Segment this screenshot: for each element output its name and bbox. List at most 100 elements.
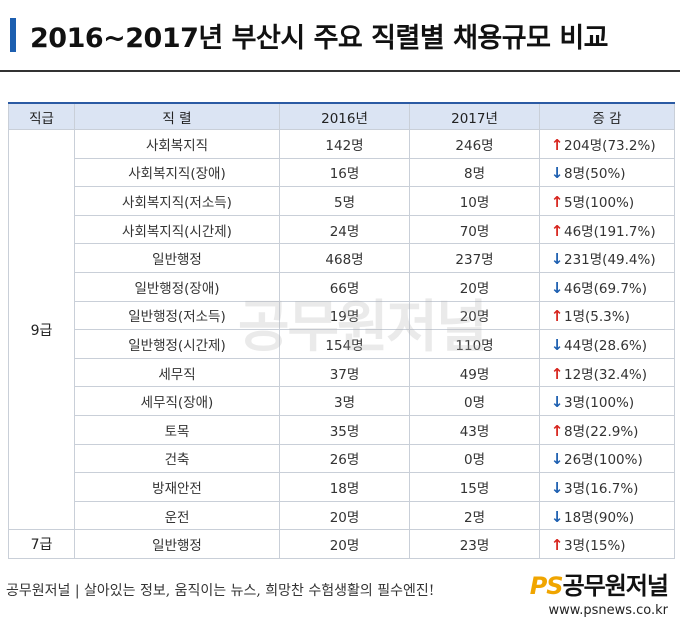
- title-bar: 2016~2017년 부산시 주요 직렬별 채용규모 비교: [0, 0, 680, 70]
- arrow-up-icon: ↑: [550, 421, 564, 440]
- change-cell: ↑204명(73.2%): [539, 129, 675, 159]
- footer: 공무원저널 | 살아있는 정보, 움직이는 뉴스, 희망찬 수험생활의 필수엔진…: [0, 560, 680, 634]
- footer-tagline: 공무원저널 | 살아있는 정보, 움직이는 뉴스, 희망찬 수험생활의 필수엔진…: [6, 583, 435, 599]
- value-2017-cell: 15명: [409, 472, 540, 502]
- table-row: 세무직(장애) 3명 0명 ↓3명(100%): [9, 386, 675, 416]
- value-2016-cell: 24명: [279, 214, 410, 245]
- arrow-up-icon: ↑: [550, 364, 564, 383]
- header-2016: 2016년: [279, 102, 410, 130]
- value-2016-cell: 20명: [279, 529, 410, 559]
- grade-cell: 9급: [8, 128, 75, 531]
- series-cell: 건축: [74, 443, 280, 474]
- change-value: 8명(50%): [564, 166, 626, 183]
- arrow-down-icon: ↓: [550, 393, 564, 412]
- table-row: 사회복지직(시간제) 24명 70명 ↑46명(191.7%): [9, 214, 675, 245]
- arrow-up-icon: ↑: [550, 135, 564, 154]
- value-2016-cell: 142명: [279, 129, 410, 159]
- change-cell: ↓3명(16.7%): [539, 472, 675, 502]
- change-cell: ↓3명(100%): [539, 386, 675, 416]
- value-2016-cell: 20명: [279, 500, 410, 531]
- change-cell: ↓8명(50%): [539, 157, 675, 188]
- value-2017-cell: 20명: [409, 271, 540, 302]
- change-value: 46명(69.7%): [564, 280, 648, 297]
- series-cell: 세무직(장애): [74, 386, 280, 416]
- value-2016-cell: 66명: [279, 271, 410, 302]
- change-value: 204명(73.2%): [564, 137, 656, 154]
- value-2016-cell: 19명: [279, 300, 410, 331]
- value-2017-cell: 43명: [409, 414, 540, 445]
- arrow-up-icon: ↑: [550, 536, 564, 555]
- value-2016-cell: 468명: [279, 243, 410, 273]
- value-2017-cell: 8명: [409, 157, 540, 188]
- change-value: 3명(15%): [564, 538, 626, 555]
- change-value: 12명(32.4%): [564, 366, 648, 383]
- value-2017-cell: 0명: [409, 386, 540, 416]
- series-cell: 사회복지직(장애): [74, 157, 280, 188]
- series-cell: 방재안전: [74, 472, 280, 502]
- recruitment-table: 직급 직 렬 2016년 2017년 증 감 9급 사회복지직 142명 246명 ↑2…: [8, 102, 675, 559]
- arrow-down-icon: ↓: [550, 164, 564, 183]
- value-2017-cell: 2명: [409, 500, 540, 531]
- table-row: 사회복지직(장애) 16명 8명 ↓8명(50%): [9, 157, 675, 188]
- table-row: 7급 일반행정 20명 23명 ↑3명(15%): [8, 529, 675, 559]
- change-cell: ↓46명(69.7%): [539, 271, 675, 302]
- title-accent-bar: [10, 18, 16, 52]
- table-header-row: 직급 직 렬 2016년 2017년 증 감: [8, 102, 675, 130]
- table-row: 일반행정(시간제) 154명 110명 ↓44명(28.6%): [9, 329, 675, 359]
- value-2017-cell: 246명: [409, 129, 540, 159]
- grade-cell: 7급: [8, 529, 75, 559]
- change-value: 3명(100%): [564, 395, 635, 412]
- value-2016-cell: 5명: [279, 186, 410, 216]
- series-cell: 사회복지직: [74, 129, 280, 159]
- series-cell: 일반행정: [74, 529, 280, 559]
- change-cell: ↓18명(90%): [539, 500, 675, 531]
- arrow-up-icon: ↑: [550, 307, 564, 326]
- series-cell: 운전: [74, 500, 280, 531]
- table-row: 9급 사회복지직 142명 246명 ↑204명(73.2%): [8, 128, 675, 531]
- series-cell: 사회복지직(시간제): [74, 214, 280, 245]
- value-2016-cell: 18명: [279, 472, 410, 502]
- change-cell: ↑12명(32.4%): [539, 357, 675, 388]
- change-value: 46명(191.7%): [564, 223, 656, 240]
- series-cell: 일반행정(저소득): [74, 300, 280, 331]
- value-2016-cell: 16명: [279, 157, 410, 188]
- change-cell: ↑5명(100%): [539, 186, 675, 216]
- change-cell: ↑1명(5.3%): [539, 300, 675, 331]
- value-2017-cell: 70명: [409, 214, 540, 245]
- header-series: 직 렬: [74, 102, 280, 130]
- arrow-down-icon: ↓: [550, 250, 564, 269]
- arrow-up-icon: ↑: [550, 221, 564, 240]
- table-row: 세무직 37명 49명 ↑12명(32.4%): [9, 357, 675, 388]
- change-cell: ↑8명(22.9%): [539, 414, 675, 445]
- change-value: 18명(90%): [564, 509, 635, 526]
- change-value: 231명(49.4%): [564, 252, 656, 269]
- change-cell: ↓26명(100%): [539, 443, 675, 474]
- value-2016-cell: 154명: [279, 329, 410, 359]
- change-cell: ↓44명(28.6%): [539, 329, 675, 359]
- change-value: 1명(5.3%): [564, 309, 630, 326]
- change-value: 26명(100%): [564, 452, 643, 469]
- arrow-down-icon: ↓: [550, 478, 564, 497]
- publisher-logo: PS공무원저널 www.psnews.co.kr: [530, 566, 669, 618]
- arrow-down-icon: ↓: [550, 450, 564, 469]
- value-2016-cell: 35명: [279, 414, 410, 445]
- change-cell: ↑3명(15%): [539, 529, 675, 559]
- table-row: 방재안전 18명 15명 ↓3명(16.7%): [9, 472, 675, 502]
- table-row: 일반행정(장애) 66명 20명 ↓46명(69.7%): [9, 271, 675, 302]
- table-row: 일반행정(저소득) 19명 20명 ↑1명(5.3%): [9, 300, 675, 331]
- value-2016-cell: 3명: [279, 386, 410, 416]
- series-cell: 일반행정(장애): [74, 271, 280, 302]
- value-2017-cell: 0명: [409, 443, 540, 474]
- arrow-down-icon: ↓: [550, 278, 564, 297]
- page-title: 2016~2017년 부산시 주요 직렬별 채용규모 비교: [30, 23, 609, 54]
- change-value: 44명(28.6%): [564, 337, 648, 354]
- value-2017-cell: 23명: [409, 529, 540, 559]
- arrow-down-icon: ↓: [550, 507, 564, 526]
- value-2017-cell: 20명: [409, 300, 540, 331]
- series-cell: 세무직: [74, 357, 280, 388]
- value-2017-cell: 237명: [409, 243, 540, 273]
- arrow-up-icon: ↑: [550, 192, 564, 211]
- header-change: 증 감: [539, 102, 675, 130]
- title-divider: [0, 70, 680, 72]
- table-row: 건축 26명 0명 ↓26명(100%): [9, 443, 675, 474]
